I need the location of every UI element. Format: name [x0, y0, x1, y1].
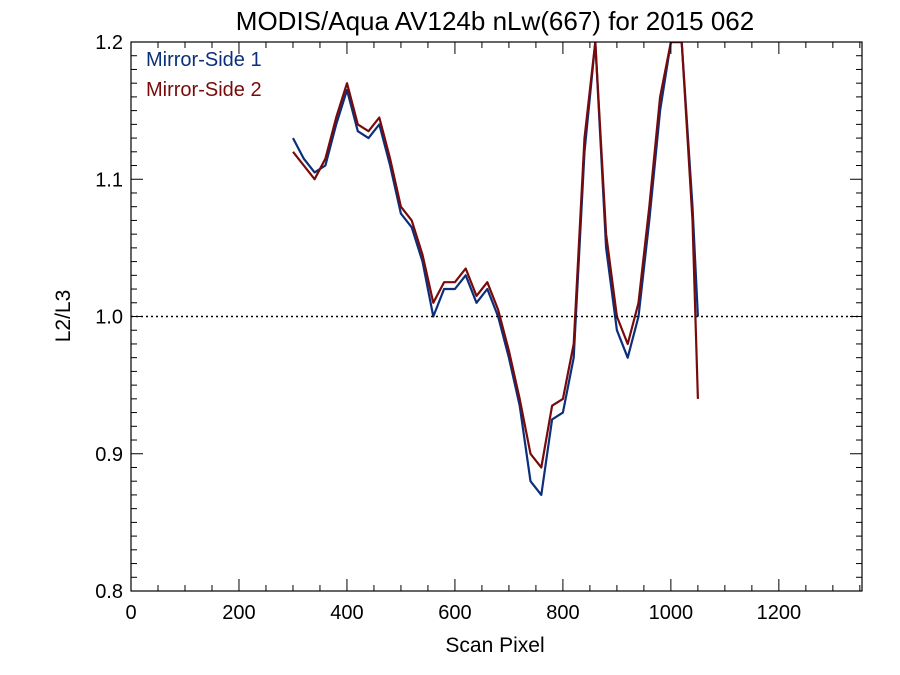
legend: Mirror-Side 1 Mirror-Side 2 — [146, 49, 262, 101]
chart-title: MODIS/Aqua AV124b nLw(667) for 2015 062 — [236, 6, 754, 36]
y-tick-label: 1.0 — [95, 307, 123, 329]
x-tick-label: 1000 — [649, 602, 694, 624]
x-tick-label: 600 — [438, 602, 471, 624]
plot-area: 0 200 400 600 800 1000 1200 0.8 0.9 1.0 1.1 1.2 — [95, 32, 863, 624]
series-layer — [292, 42, 699, 496]
x-tick-label: 0 — [125, 602, 136, 624]
y-tick-label: 0.9 — [95, 444, 123, 466]
legend-entry-mirror-side-1: Mirror-Side 1 — [146, 49, 262, 71]
axis-tick-labels: 0 200 400 600 800 1000 1200 0.8 0.9 1.0 1.1 1.2 — [95, 32, 801, 624]
y-axis-label: L2/L3 — [52, 290, 75, 343]
series-line-2 — [292, 42, 699, 469]
x-tick-label: 200 — [222, 602, 255, 624]
x-tick-label: 1200 — [757, 602, 802, 624]
x-tick-label: 400 — [330, 602, 363, 624]
y-tick-label: 1.2 — [95, 32, 123, 54]
axis-ticks — [130, 41, 862, 592]
legend-entry-mirror-side-2: Mirror-Side 2 — [146, 79, 262, 101]
x-tick-label: 800 — [546, 602, 579, 624]
y-tick-label: 0.8 — [95, 581, 123, 603]
series-line-1 — [292, 42, 699, 496]
x-axis-label: Scan Pixel — [445, 634, 544, 657]
y-tick-label: 1.1 — [95, 169, 123, 191]
